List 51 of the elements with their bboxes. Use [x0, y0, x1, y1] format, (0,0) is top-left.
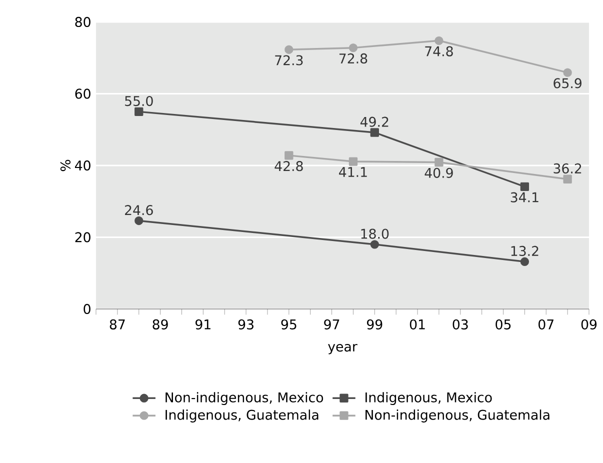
data-label: 24.6 — [125, 205, 153, 216]
data-label: 41.1 — [339, 167, 367, 177]
point — [284, 45, 294, 54]
data-label: 18.0 — [361, 228, 389, 239]
x-tick-label: 03 — [452, 319, 468, 330]
y-axis-title: % — [60, 160, 71, 172]
data-label: 40.9 — [424, 168, 453, 178]
point — [434, 36, 444, 45]
point — [370, 240, 379, 249]
legend-label: Indigenous, Mexico — [366, 392, 492, 405]
y-tick-label: 60 — [75, 88, 90, 99]
data-label: 72.8 — [339, 53, 368, 64]
legend-label: Non-indigenous, Mexico — [166, 392, 324, 405]
x-tick-label: 01 — [410, 319, 425, 330]
point — [563, 174, 572, 184]
data-label: 36.2 — [554, 163, 582, 174]
data-label: 74.8 — [425, 46, 453, 56]
x-tick-label: 07 — [538, 319, 554, 330]
x-tick-label: 87 — [110, 319, 125, 330]
data-label: 34.1 — [510, 192, 538, 202]
data-label: 72.3 — [275, 55, 303, 66]
x-tick-label: 93 — [238, 319, 254, 330]
x-tick-label: 05 — [496, 319, 511, 330]
data-label: 65.9 — [554, 78, 582, 88]
point — [134, 107, 144, 116]
x-tick-label: 99 — [367, 319, 382, 330]
point — [134, 216, 144, 226]
x-tick-label: 91 — [196, 319, 210, 330]
y-tick-label: 0 — [84, 304, 90, 314]
point — [348, 43, 358, 52]
y-tick-label: 80 — [75, 16, 90, 28]
point — [434, 158, 444, 167]
x-tick-label: 89 — [152, 319, 168, 330]
x-tick-label: 09 — [581, 319, 597, 330]
point — [348, 157, 358, 166]
data-label: 49.2 — [360, 116, 388, 127]
point — [520, 257, 530, 266]
y-tick-label: 20 — [75, 232, 90, 242]
x-tick-label: 95 — [281, 319, 296, 330]
data-label: 13.2 — [511, 246, 538, 256]
point — [520, 182, 530, 191]
y-tick-label: 40 — [74, 160, 90, 171]
point — [370, 128, 379, 137]
legend-label: Non-indigenous, Guatemala — [366, 410, 550, 422]
x-tick-label: 97 — [324, 319, 340, 330]
point — [563, 68, 572, 77]
data-label: 55.0 — [125, 96, 153, 106]
x-axis-title: year — [328, 344, 358, 354]
data-label: 42.8 — [274, 161, 303, 172]
point — [284, 151, 294, 160]
legend-label: Indigenous, Guatemala — [166, 410, 318, 422]
